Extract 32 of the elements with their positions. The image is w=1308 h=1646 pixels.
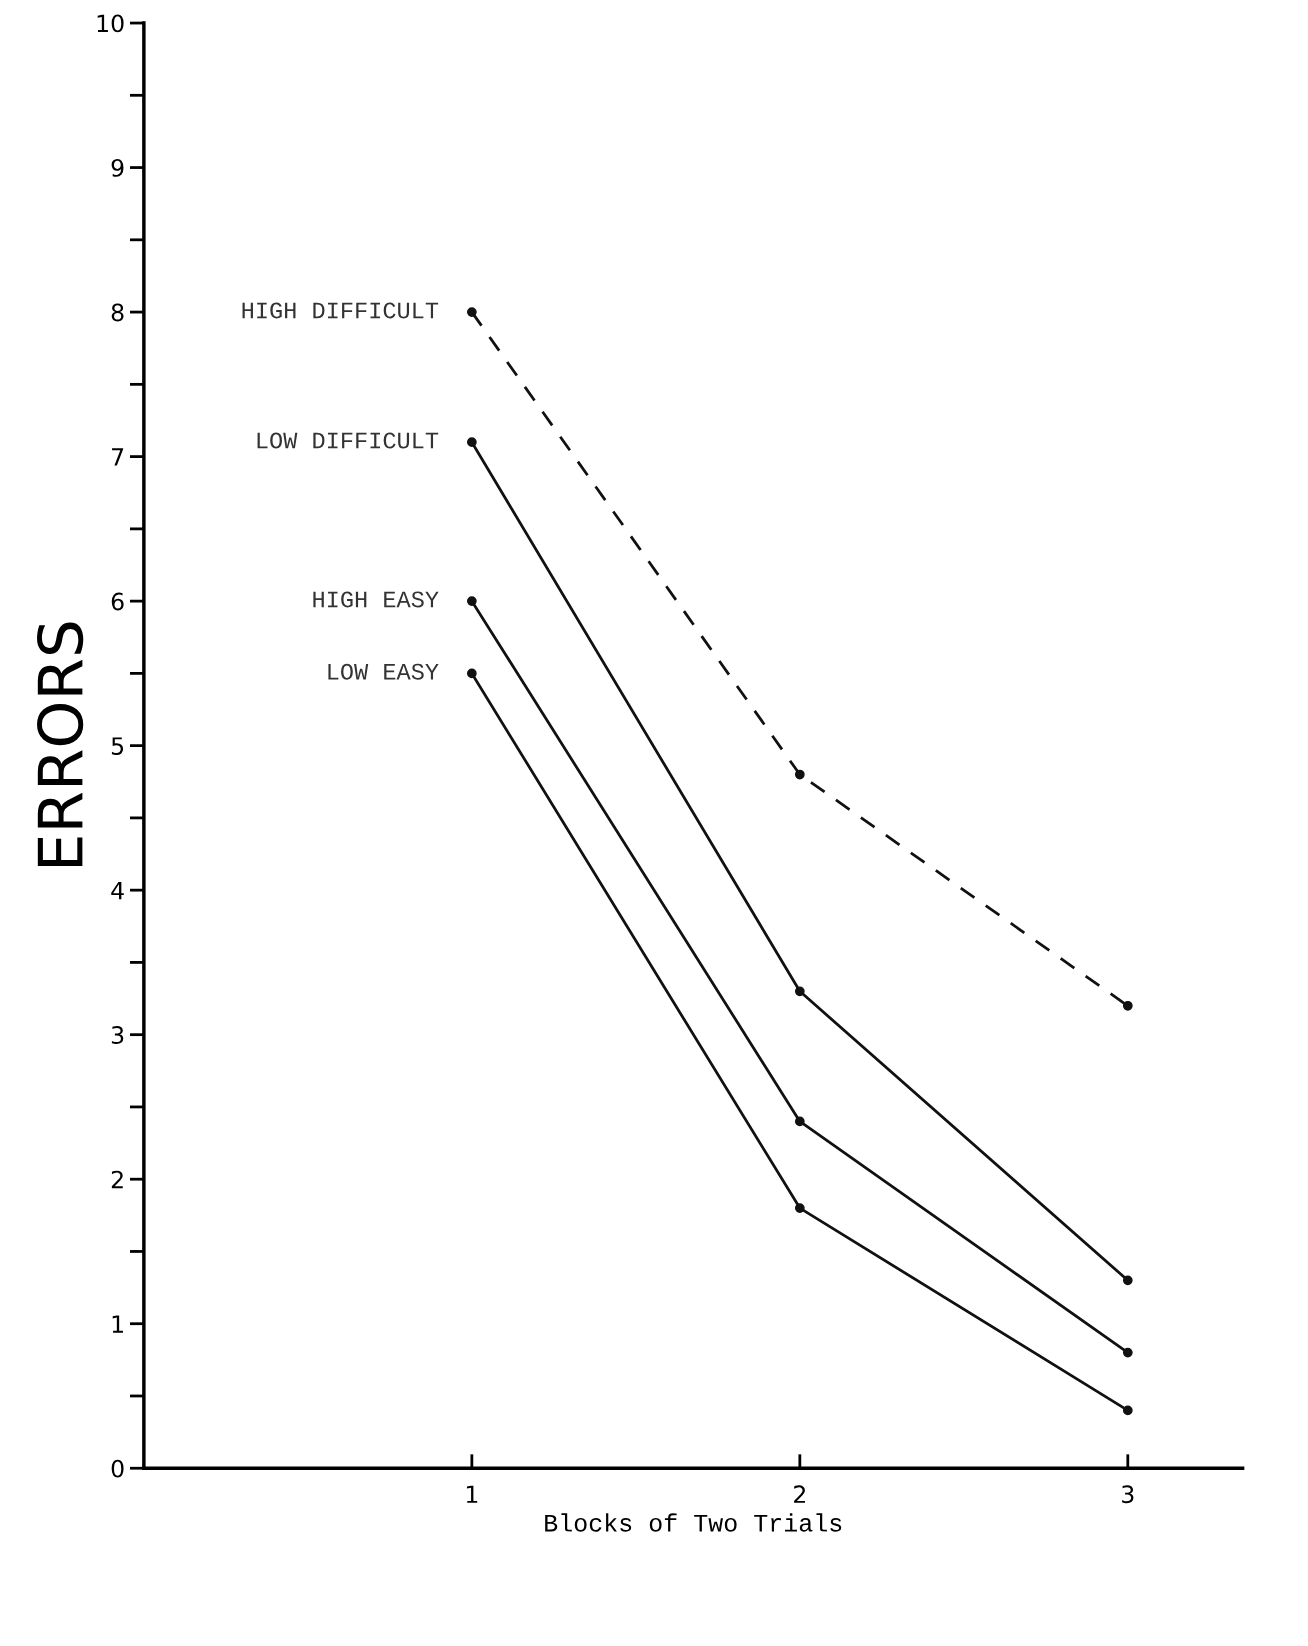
y-tick-label: 7 — [112, 448, 124, 466]
point — [794, 769, 805, 780]
y-tick-label: 10 — [97, 14, 124, 33]
point — [466, 307, 477, 317]
point — [1122, 1275, 1133, 1286]
point — [794, 986, 805, 997]
y-tick-label: 2 — [111, 1170, 123, 1189]
y-tick-label: 8 — [111, 303, 124, 322]
point — [466, 596, 477, 606]
series-label: HIGH DIFFICULT — [242, 302, 439, 319]
y-tick-label: 1 — [112, 1315, 123, 1333]
y-axis-title: ERRORS — [37, 622, 84, 867]
y-tick-label: 0 — [111, 1459, 124, 1478]
x-tick-label: 1 — [466, 1485, 478, 1503]
y-tick-label: 5 — [111, 737, 124, 755]
y-tick-label: 4 — [111, 881, 124, 900]
series-label: HIGH EASY — [313, 591, 439, 608]
x-tick-label: 2 — [794, 1485, 805, 1503]
point — [1122, 1000, 1133, 1011]
y-tick-label: 3 — [111, 1026, 124, 1044]
series-label: LOW EASY — [328, 663, 439, 680]
y-tick-label: 6 — [111, 592, 124, 611]
series-label: LOW DIFFICULT — [257, 432, 439, 449]
point — [794, 1203, 805, 1213]
point — [466, 668, 477, 679]
x-axis-title: Blocks of Two Trials — [545, 1513, 842, 1532]
point — [1122, 1405, 1133, 1416]
y-tick-label: 9 — [111, 159, 124, 177]
x-tick-label: 3 — [1122, 1485, 1134, 1504]
point — [1122, 1347, 1133, 1358]
point — [466, 437, 477, 448]
point — [794, 1116, 805, 1127]
